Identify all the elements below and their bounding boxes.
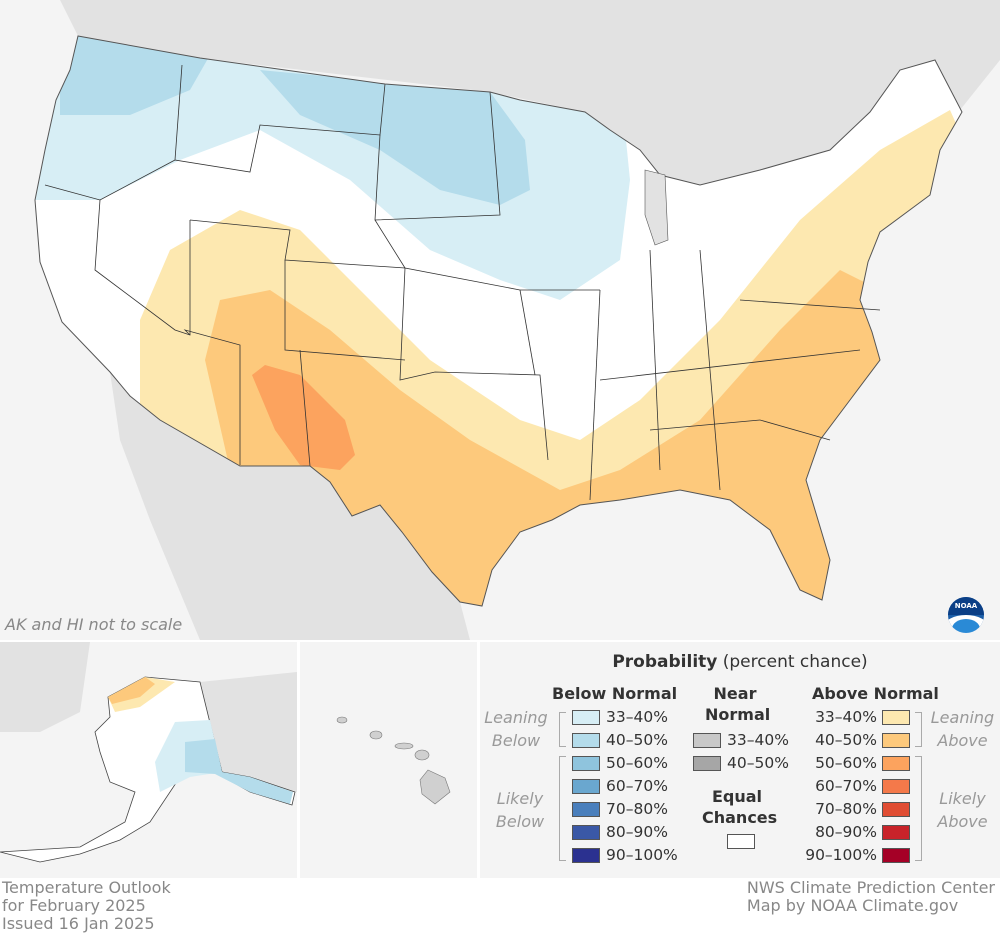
leaning-above-bracket — [915, 712, 922, 747]
below-label: 70–80% — [606, 800, 668, 818]
below-normal-header: Below Normal — [552, 684, 678, 703]
leaning-below-label: Leaning Below — [484, 708, 548, 750]
below-label: 33–40% — [606, 708, 668, 726]
us-map-svg — [0, 0, 1000, 640]
island-hawaii — [419, 769, 451, 805]
island-oahu — [369, 730, 383, 740]
contiguous-us-map: AK and HI not to scale NOAA — [0, 0, 1000, 640]
below-swatch — [572, 802, 600, 817]
likely-below-label: Likely Below — [495, 789, 545, 831]
russia-land — [0, 642, 90, 732]
alaska-above-40-50 — [108, 677, 155, 704]
equal-chances-header: Equal Chances — [702, 787, 778, 827]
alaska-inset — [0, 642, 297, 878]
below-swatch — [572, 848, 600, 863]
above-label: 90–100% — [805, 846, 877, 864]
likely-above-label: Likely Above — [937, 789, 988, 831]
near-normal-header: Near Normal — [705, 684, 771, 724]
outlook-title: Temperature Outlook — [2, 878, 171, 897]
leaning-above-label: Leaning Above — [930, 708, 995, 750]
below-label: 40–50% — [606, 731, 668, 749]
canada-land — [0, 0, 1000, 185]
credit-climate-gov: Map by NOAA Climate.gov — [746, 896, 959, 915]
above-swatch — [882, 710, 910, 725]
outlook-title-block: Temperature Outlook for February 2025 Is… — [2, 879, 171, 933]
canada-land-inset — [200, 672, 297, 792]
below-swatch — [572, 710, 600, 725]
alaska-land — [0, 676, 296, 863]
above-label: 70–80% — [815, 800, 877, 818]
below-label: 50–60% — [606, 754, 668, 772]
alaska-below-40-50 — [185, 739, 293, 804]
above-normal-header: Above Normal — [812, 684, 939, 703]
near-swatch — [693, 756, 721, 771]
above-swatch — [882, 825, 910, 840]
leaning-below-bracket — [559, 712, 566, 747]
outlook-period: for February 2025 — [2, 896, 146, 915]
hawaii-inset — [300, 642, 477, 878]
credit-cpc: NWS Climate Prediction Center — [746, 878, 995, 897]
below-swatch — [572, 779, 600, 794]
above-swatch — [882, 779, 910, 794]
below-swatch — [572, 756, 600, 771]
above-swatch — [882, 802, 910, 817]
below-swatch — [572, 825, 600, 840]
near-label: 33–40% — [727, 731, 789, 749]
alaska-map-svg — [0, 642, 297, 863]
above-swatch — [882, 733, 910, 748]
issued-date: Issued 16 Jan 2025 — [2, 914, 155, 933]
hawaii-map-svg — [336, 716, 451, 805]
lake-michigan — [644, 169, 669, 246]
above-label: 60–70% — [815, 777, 877, 795]
above-swatch — [882, 756, 910, 771]
credits: NWS Climate Prediction Center Map by NOA… — [747, 879, 995, 915]
below-swatch — [572, 733, 600, 748]
equal-chances-swatch — [727, 834, 755, 849]
island-kauai — [336, 716, 348, 724]
scale-note: AK and HI not to scale — [5, 615, 183, 634]
probability-legend: Probability (percent chance) Below Norma… — [480, 642, 1000, 878]
below-label: 80–90% — [606, 823, 668, 841]
likely-above-bracket — [915, 756, 922, 861]
above-normal-50-60-region — [252, 365, 355, 470]
island-maui — [414, 749, 430, 761]
above-label: 33–40% — [815, 708, 877, 726]
legend-title: Probability (percent chance) — [612, 652, 868, 672]
likely-below-bracket — [559, 756, 566, 861]
near-label: 40–50% — [727, 754, 789, 772]
noaa-logo: NOAA — [948, 597, 984, 633]
above-label: 40–50% — [815, 731, 877, 749]
above-label: 80–90% — [815, 823, 877, 841]
below-normal-40-50-region-northcentral — [260, 70, 530, 205]
near-swatch — [693, 733, 721, 748]
above-label: 50–60% — [815, 754, 877, 772]
island-molokai — [394, 742, 414, 750]
above-swatch — [882, 848, 910, 863]
mexico-land — [110, 372, 470, 640]
noaa-logo-text: NOAA — [954, 602, 978, 610]
below-label: 90–100% — [606, 846, 678, 864]
below-label: 60–70% — [606, 777, 668, 795]
state-borders — [44, 64, 881, 501]
